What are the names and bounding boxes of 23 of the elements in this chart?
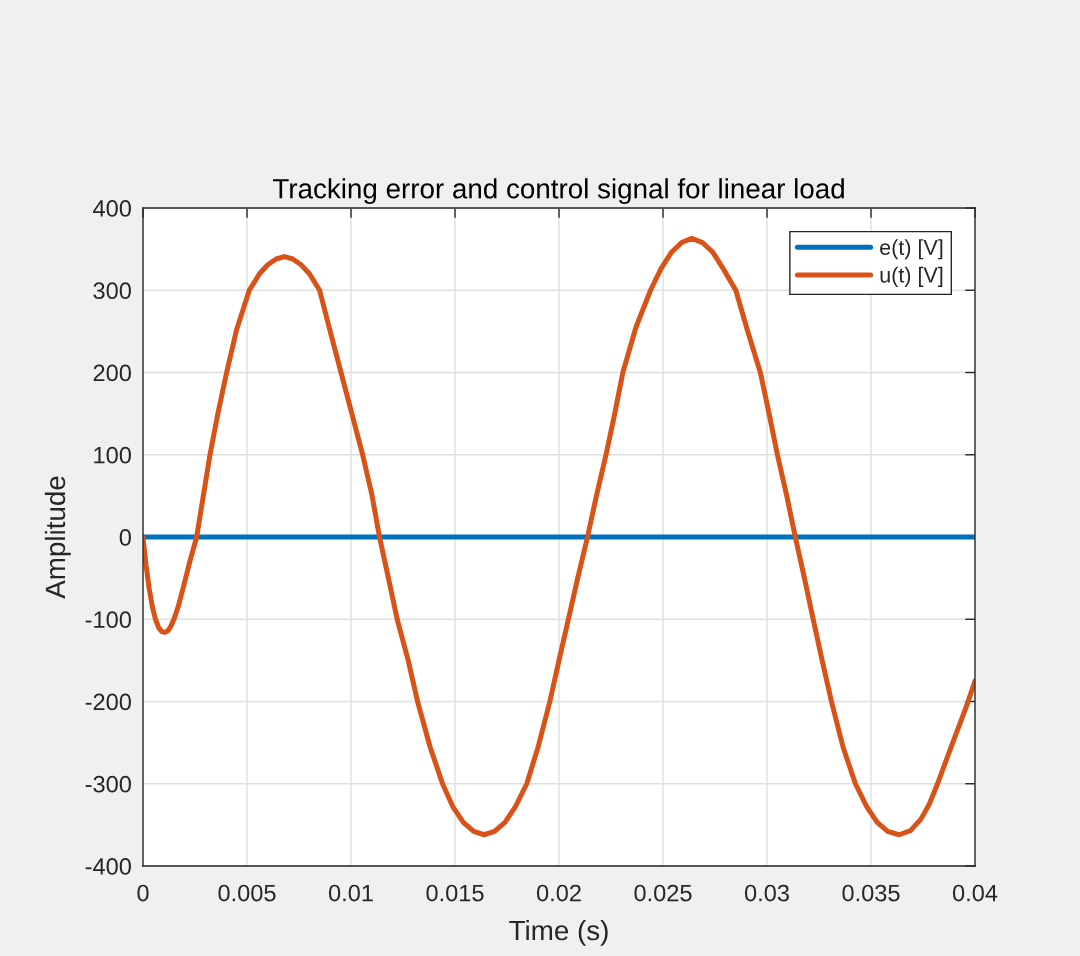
- y-tick-label: 400: [93, 200, 131, 217]
- x-tick-label: 0.025: [634, 884, 692, 902]
- y-tick-label: -100: [85, 611, 131, 629]
- x-tick-label: 0.005: [218, 884, 276, 902]
- y-tick-label: -400: [85, 858, 131, 875]
- x-tick-label: 0.015: [426, 884, 484, 902]
- legend-label: u(t) [V]: [880, 266, 943, 287]
- legend-label: e(t) [V]: [880, 239, 943, 260]
- y-tick-label: -200: [85, 693, 131, 711]
- y-axis-title: Amplitude: [44, 476, 71, 599]
- x-tick-label: 0.04: [952, 884, 998, 902]
- x-tick-label: 0.01: [328, 884, 373, 902]
- x-tick-label: 0.035: [842, 884, 900, 902]
- x-axis-title: Time (s): [509, 919, 608, 946]
- y-tick-label: -300: [85, 775, 131, 793]
- y-tick-label: 100: [94, 446, 131, 464]
- x-tick-label: 0.03: [744, 884, 789, 902]
- y-tick-label: 200: [93, 364, 131, 382]
- y-tick-label: 0: [119, 529, 131, 546]
- x-tick-label: 0: [137, 884, 149, 902]
- y-tick-label: 300: [93, 282, 131, 300]
- chart-title: Tracking error and control signal for linear load: [272, 178, 844, 205]
- x-tick-label: 0.02: [536, 884, 581, 902]
